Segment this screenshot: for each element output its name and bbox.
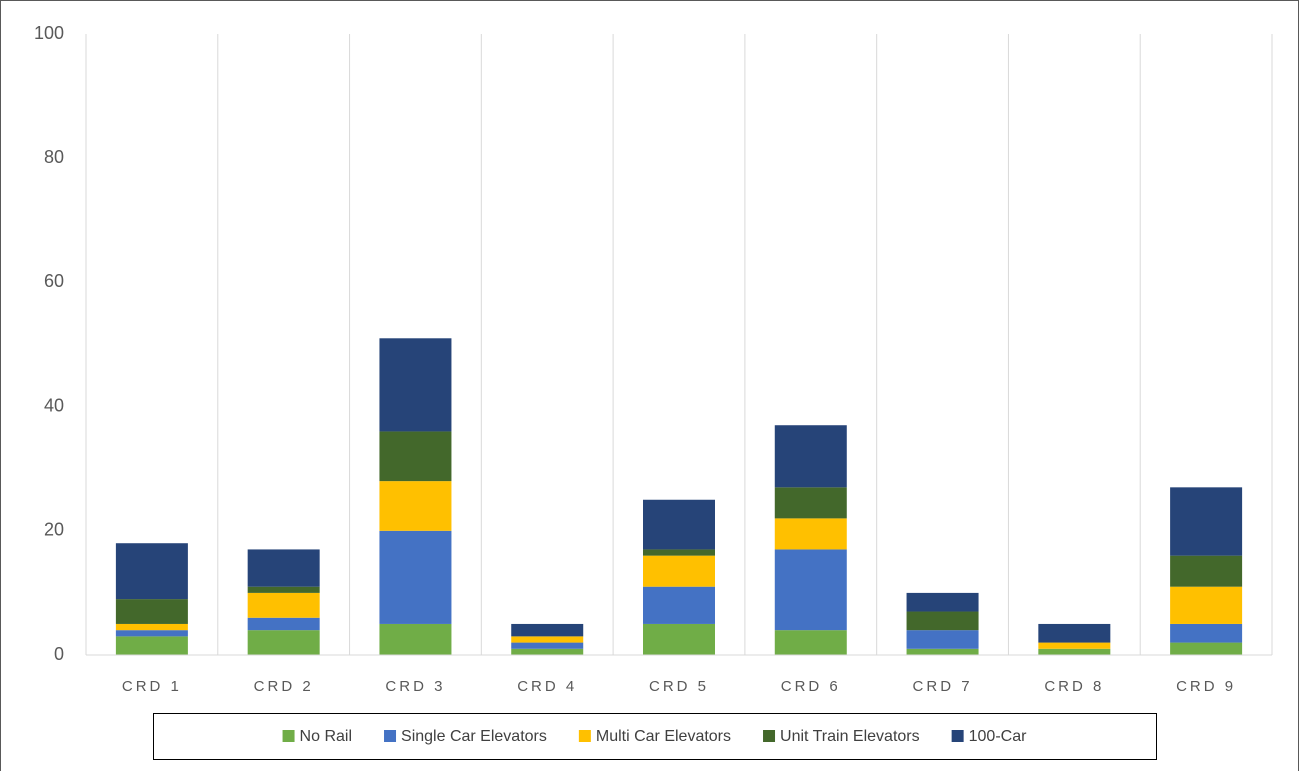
bars bbox=[115, 338, 1243, 655]
bar-segment bbox=[643, 549, 715, 556]
y-tick-label: 0 bbox=[54, 644, 64, 664]
bar-segment bbox=[115, 636, 188, 655]
bar-segment bbox=[906, 592, 979, 612]
x-tick-label: CRD 8 bbox=[1044, 678, 1104, 695]
x-tick-label: CRD 2 bbox=[254, 678, 314, 695]
bar-segment bbox=[115, 630, 188, 637]
y-tick-label: 60 bbox=[44, 271, 64, 291]
bar-segment bbox=[247, 592, 320, 618]
legend-label: 100-Car bbox=[969, 728, 1027, 745]
bar-segment bbox=[379, 338, 452, 432]
bar-segment bbox=[115, 543, 188, 600]
bar-segment bbox=[1038, 623, 1111, 643]
bar-segment bbox=[774, 518, 847, 550]
bar-segment bbox=[774, 549, 847, 631]
bar-segment bbox=[115, 623, 188, 631]
bar-segment bbox=[115, 599, 188, 624]
axes: 0 20 40 60 80 100 CRD 1 CRD 2 CRD 3 CRD 4 CRD 5 CRD… bbox=[34, 23, 1272, 695]
bar-segment bbox=[511, 636, 584, 643]
bar-segment bbox=[906, 648, 979, 655]
bar-segment bbox=[1038, 642, 1111, 649]
legend-box bbox=[153, 713, 1157, 760]
legend-label: Multi Car Elevators bbox=[596, 728, 731, 745]
legend-label: No Rail bbox=[300, 728, 352, 745]
x-tick-label: CRD 9 bbox=[1176, 678, 1236, 695]
y-tick-label: 100 bbox=[34, 23, 64, 43]
bar-segment bbox=[1170, 555, 1243, 587]
bar-segment bbox=[1170, 586, 1243, 624]
legend-label: Single Car Elevators bbox=[401, 728, 547, 745]
bar-segment bbox=[643, 499, 715, 550]
bar-segment bbox=[247, 617, 320, 631]
bar-segment bbox=[774, 425, 847, 488]
legend-swatch bbox=[951, 730, 964, 742]
bar-segment bbox=[1038, 648, 1111, 655]
bar-segment bbox=[511, 623, 584, 637]
x-tick-label: CRD 1 bbox=[122, 678, 182, 695]
legend-label: Unit Train Elevators bbox=[780, 728, 920, 745]
bar-segment bbox=[511, 642, 584, 649]
y-tick-label: 40 bbox=[44, 395, 64, 415]
x-tick-label: CRD 3 bbox=[385, 678, 445, 695]
bar-segment bbox=[511, 648, 584, 655]
x-tick-label: CRD 6 bbox=[781, 678, 841, 695]
bar-segment bbox=[1170, 623, 1243, 643]
legend-swatch bbox=[578, 730, 591, 742]
bar-segment bbox=[247, 630, 320, 655]
bar-segment bbox=[906, 611, 979, 631]
bar-segment bbox=[379, 623, 452, 655]
bar-segment bbox=[906, 630, 979, 649]
bar-segment bbox=[247, 549, 320, 587]
y-tick-label: 80 bbox=[44, 147, 64, 167]
bar-segment bbox=[247, 586, 320, 593]
bar-segment bbox=[643, 623, 715, 655]
x-tick-label: CRD 5 bbox=[649, 678, 709, 695]
x-tick-label: CRD 7 bbox=[913, 678, 973, 695]
bar-segment bbox=[774, 630, 847, 655]
bar-segment bbox=[379, 530, 452, 624]
legend-swatch bbox=[384, 730, 397, 742]
bar-segment bbox=[643, 555, 715, 587]
x-tick-label: CRD 4 bbox=[517, 678, 577, 695]
bar-segment bbox=[379, 431, 452, 482]
bar-segment bbox=[1170, 487, 1243, 556]
bar-segment bbox=[1170, 642, 1243, 655]
grid bbox=[85, 34, 1273, 655]
legend-swatch bbox=[282, 730, 295, 742]
y-tick-label: 20 bbox=[44, 520, 64, 540]
bar-segment bbox=[774, 487, 847, 519]
legend: No Rail Single Car Elevators Multi Car Ele… bbox=[282, 728, 1027, 745]
bar-segment bbox=[379, 481, 452, 531]
bar-segment bbox=[643, 586, 715, 624]
legend-swatch bbox=[763, 730, 776, 742]
